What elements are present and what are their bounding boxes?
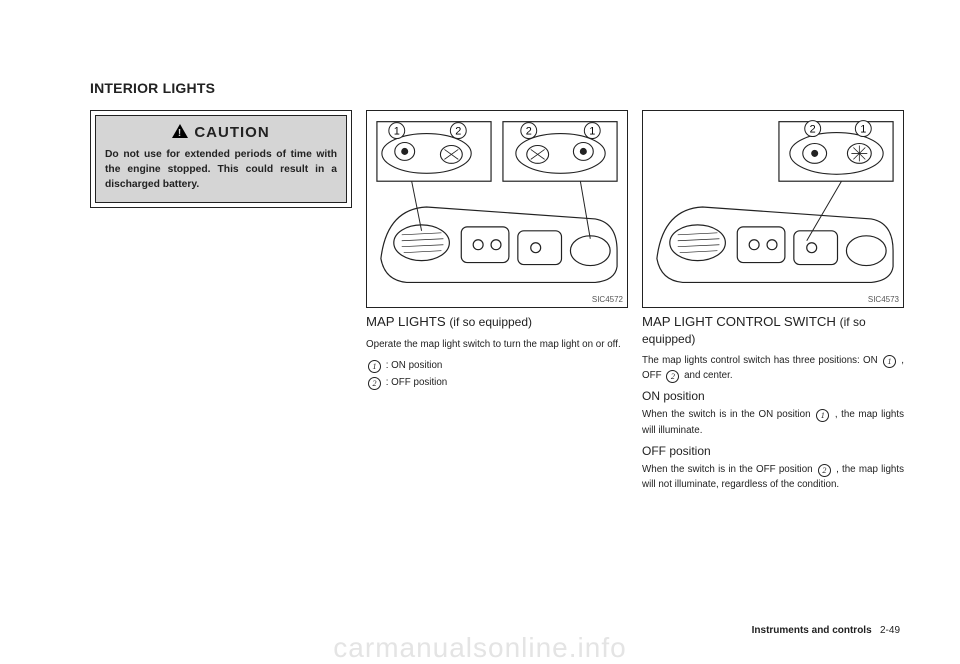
figure-map-lights: 1 2 2 1 (366, 110, 628, 308)
svg-text:!: ! (178, 128, 182, 138)
svg-text:2: 2 (455, 126, 461, 138)
warning-icon: ! (172, 124, 188, 142)
figure-control-switch-svg: 2 1 (643, 111, 903, 307)
map-lights-heading-text: MAP LIGHTS (366, 314, 446, 329)
on-position-subhead: ON position (642, 389, 904, 403)
on-position-line: 1 : ON position (366, 358, 628, 373)
on-position-body: When the switch is in the ON position 1 … (642, 407, 904, 437)
control-switch-heading: MAP LIGHT CONTROL SWITCH (if so equipped… (642, 314, 904, 347)
caution-text: Do not use for extended periods of time … (105, 148, 337, 193)
page: INTERIOR LIGHTS ! CAUTION Do not use for… (0, 0, 960, 664)
on-body-a: When the switch is in the ON position (642, 409, 811, 420)
label-1-icon: 1 (368, 360, 381, 373)
svg-text:1: 1 (394, 126, 400, 138)
column-2: 1 2 2 1 (366, 110, 628, 498)
column-1: ! CAUTION Do not use for extended period… (90, 110, 352, 498)
column-3: 2 1 (642, 110, 904, 498)
label-1-icon-on: 1 (816, 409, 829, 422)
off-position-line: 2 : OFF position (366, 375, 628, 390)
label-2-icon-inline: 2 (666, 370, 679, 383)
off-position-body: When the switch is in the OFF position 2… (642, 462, 904, 492)
caution-box-outer: ! CAUTION Do not use for extended period… (90, 110, 352, 208)
figure-map-lights-svg: 1 2 2 1 (367, 111, 627, 307)
control-switch-body: The map lights control switch has three … (642, 353, 904, 383)
footer-text: Instruments and controls (752, 625, 872, 636)
on-position-text: : ON position (386, 360, 443, 371)
svg-text:2: 2 (526, 126, 532, 138)
label-2-icon: 2 (368, 377, 381, 390)
caution-box: ! CAUTION Do not use for extended period… (95, 115, 347, 203)
svg-text:2: 2 (810, 124, 816, 136)
figure-code-2: SIC4573 (868, 295, 899, 304)
label-1-icon-inline: 1 (883, 355, 896, 368)
map-lights-heading: MAP LIGHTS (if so equipped) (366, 314, 628, 331)
off-position-text: : OFF position (386, 377, 448, 388)
map-lights-heading-paren: (if so equipped) (449, 315, 532, 329)
control-switch-heading-text: MAP LIGHT CONTROL SWITCH (642, 314, 836, 329)
watermark: carmanualsonline.info (0, 632, 960, 664)
figure-code: SIC4572 (592, 295, 623, 304)
label-2-icon-off: 2 (818, 464, 831, 477)
svg-text:1: 1 (860, 124, 866, 136)
cs-body-c: and center. (684, 370, 732, 381)
footer-page: 2-49 (880, 625, 900, 636)
svg-text:1: 1 (589, 126, 595, 138)
figure-control-switch: 2 1 (642, 110, 904, 308)
caution-heading-text: CAUTION (194, 124, 269, 141)
cs-body-a: The map lights control switch has three … (642, 355, 878, 366)
map-lights-body: Operate the map light switch to turn the… (366, 337, 628, 352)
off-position-subhead: OFF position (642, 444, 904, 458)
columns: ! CAUTION Do not use for extended period… (90, 110, 900, 498)
section-title: INTERIOR LIGHTS (90, 80, 900, 96)
caution-heading: ! CAUTION (105, 124, 337, 142)
off-body-a: When the switch is in the OFF position (642, 464, 813, 475)
page-footer: Instruments and controls 2-49 (752, 625, 900, 636)
